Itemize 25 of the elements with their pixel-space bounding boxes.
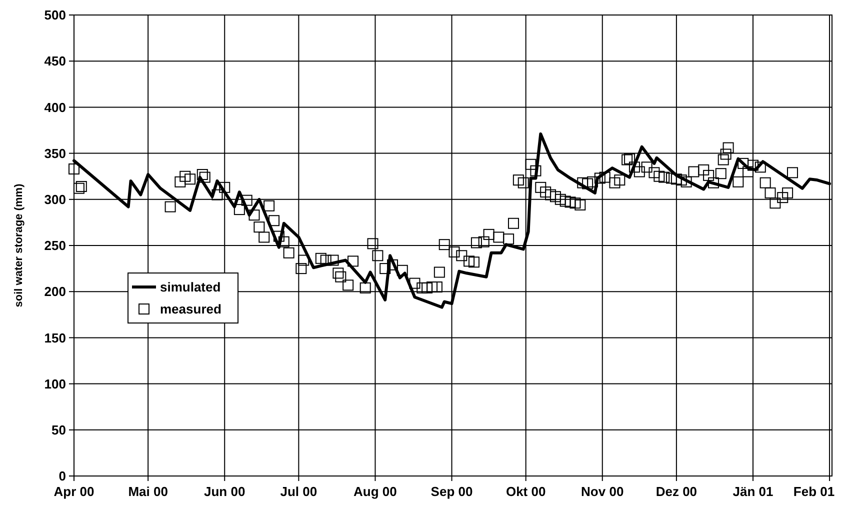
x-tick-label: Jul 00 [280,484,318,499]
y-axis-title: soil water storage (mm) [13,183,25,308]
x-tick-label: Mai 00 [128,484,168,499]
x-tick-label: Sep 00 [430,484,473,499]
x-tick-label: Jän 01 [732,484,774,499]
x-tick-label: Aug 00 [354,484,397,499]
y-tick-label: 350 [44,146,66,161]
y-tick-label: 250 [44,238,66,254]
x-tick-label: Jun 00 [204,484,246,499]
y-tick-label: 400 [44,100,66,115]
y-tick-label: 0 [58,468,66,484]
y-tick-label: 100 [44,376,66,392]
x-tick-label: Dez 00 [656,484,698,499]
y-tick-label: 200 [44,284,66,300]
x-tick-label: Okt 00 [506,484,546,499]
y-tick-label: 500 [44,8,66,23]
y-tick-label: 50 [52,422,66,438]
x-tick-label: Apr 00 [54,484,94,499]
y-tick-label: 150 [44,330,66,346]
y-tick-label: 450 [44,54,66,69]
legend-label: simulated [160,280,221,295]
legend-label: measured [160,302,222,317]
y-tick-label: 300 [44,192,66,207]
x-tick-label: Feb 01 [793,484,835,499]
x-tick-label: Nov 00 [581,484,624,499]
